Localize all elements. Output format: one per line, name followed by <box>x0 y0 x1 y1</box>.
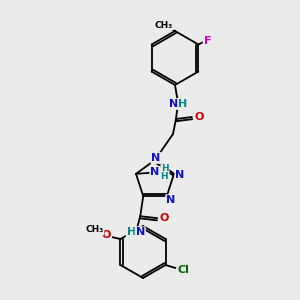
Text: F: F <box>204 35 211 46</box>
Text: CH₃: CH₃ <box>155 20 173 29</box>
Text: O: O <box>194 112 204 122</box>
Text: N: N <box>152 153 160 163</box>
Text: O: O <box>160 213 169 223</box>
Text: N: N <box>176 170 184 180</box>
Text: Cl: Cl <box>178 265 190 275</box>
Text: H: H <box>161 164 169 173</box>
Text: N: N <box>166 195 176 205</box>
Text: H: H <box>160 172 168 181</box>
Text: N: N <box>150 167 160 177</box>
Text: O: O <box>102 230 111 240</box>
Text: H: H <box>178 99 188 109</box>
Text: N: N <box>169 99 178 109</box>
Text: CH₃: CH₃ <box>85 226 103 235</box>
Text: N: N <box>136 227 145 237</box>
Text: H: H <box>127 227 136 237</box>
